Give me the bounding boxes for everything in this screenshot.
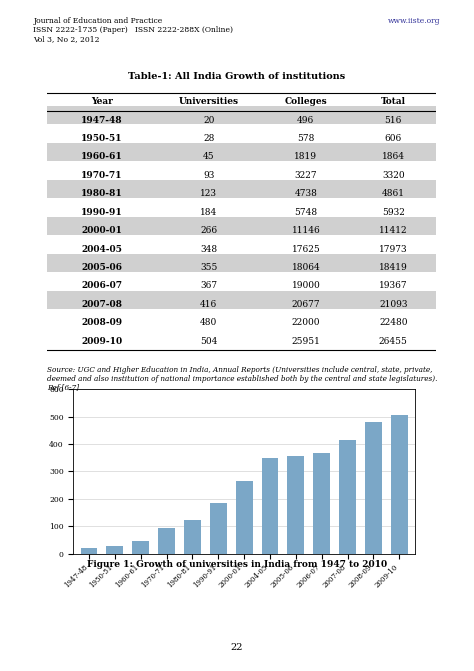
Text: 2006-07: 2006-07 [82,281,122,291]
FancyBboxPatch shape [47,291,436,309]
Text: 578: 578 [297,134,315,143]
Text: 18419: 18419 [379,263,408,272]
Bar [262,458,278,554]
Text: Universities: Universities [179,97,239,106]
Text: 367: 367 [200,281,217,291]
Text: 4738: 4738 [294,189,317,199]
Text: 1819: 1819 [294,152,318,162]
Bar [81,548,97,554]
Text: 606: 606 [385,134,402,143]
Text: 17625: 17625 [292,244,320,254]
Bar [132,541,149,554]
Text: www.iiste.org: www.iiste.org [388,17,441,25]
Text: 1990-91: 1990-91 [81,208,123,217]
Text: 3320: 3320 [382,171,405,180]
Text: 2005-06: 2005-06 [82,263,122,272]
Text: Source: UGC and Higher Education in India, Annual Reports (Universities include : Source: UGC and Higher Education in Indi… [47,366,438,392]
Text: 355: 355 [200,263,218,272]
FancyBboxPatch shape [47,217,436,236]
Text: 496: 496 [297,115,314,125]
Text: 1970-71: 1970-71 [81,171,123,180]
Bar [184,520,201,554]
Text: 22480: 22480 [379,318,408,327]
Text: Table-1: All India Growth of institutions: Table-1: All India Growth of institution… [128,72,346,81]
Text: 2000-01: 2000-01 [82,226,122,235]
Text: 2009-10: 2009-10 [81,337,122,346]
Text: 22: 22 [231,643,243,652]
Text: Journal of Education and Practice
ISSN 2222-1735 (Paper)   ISSN 2222-288X (Onlin: Journal of Education and Practice ISSN 2… [33,17,233,43]
Text: 20: 20 [203,115,214,125]
FancyBboxPatch shape [47,143,436,161]
Text: 19367: 19367 [379,281,408,291]
Text: 22000: 22000 [292,318,320,327]
Text: 1960-61: 1960-61 [81,152,123,162]
Text: 504: 504 [200,337,218,346]
Text: 17973: 17973 [379,244,408,254]
Text: 18064: 18064 [292,263,320,272]
Bar [313,453,330,554]
Text: 2008-09: 2008-09 [81,318,122,327]
Text: 20677: 20677 [292,300,320,309]
Bar [365,422,382,554]
Text: 416: 416 [200,300,217,309]
Text: 1864: 1864 [382,152,405,162]
Text: 19000: 19000 [292,281,320,291]
Text: 25951: 25951 [292,337,320,346]
Text: 3227: 3227 [294,171,317,180]
Text: Colleges: Colleges [284,97,327,106]
FancyBboxPatch shape [47,254,436,272]
Bar [339,440,356,554]
FancyBboxPatch shape [47,106,436,124]
Text: 21093: 21093 [379,300,408,309]
Bar [210,503,227,554]
Text: 516: 516 [384,115,402,125]
Text: Figure 1: Growth of universities in India from 1947 to 2010: Figure 1: Growth of universities in Indi… [87,560,387,569]
Text: 5932: 5932 [382,208,405,217]
Text: Year: Year [91,97,113,106]
Text: 123: 123 [200,189,217,199]
Text: 184: 184 [200,208,217,217]
Text: 26455: 26455 [379,337,408,346]
Text: 480: 480 [200,318,217,327]
Bar [158,528,175,554]
Text: 45: 45 [203,152,215,162]
FancyBboxPatch shape [47,180,436,199]
Text: 4861: 4861 [382,189,405,199]
Bar [236,480,253,554]
Text: 11412: 11412 [379,226,408,235]
Text: 266: 266 [200,226,217,235]
Text: 2004-05: 2004-05 [82,244,122,254]
Text: 348: 348 [200,244,217,254]
Text: 5748: 5748 [294,208,318,217]
Text: 2007-08: 2007-08 [82,300,122,309]
Text: 1980-81: 1980-81 [81,189,123,199]
Text: 28: 28 [203,134,214,143]
Text: 1947-48: 1947-48 [81,115,123,125]
Text: 11146: 11146 [292,226,320,235]
Bar [391,415,408,554]
Text: 93: 93 [203,171,214,180]
Text: 1950-51: 1950-51 [81,134,123,143]
Bar [107,546,123,554]
Bar [287,456,304,554]
Text: Total: Total [381,97,406,106]
